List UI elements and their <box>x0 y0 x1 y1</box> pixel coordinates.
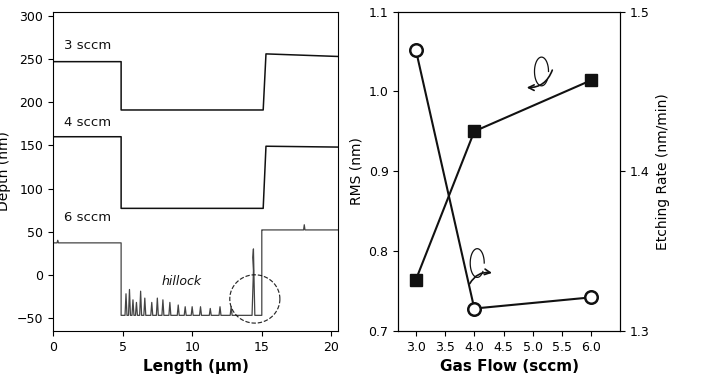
Y-axis label: Etching Rate (nm/min): Etching Rate (nm/min) <box>656 93 670 250</box>
X-axis label: Gas Flow (sccm): Gas Flow (sccm) <box>440 359 579 374</box>
Text: 6 sccm: 6 sccm <box>64 211 111 224</box>
Text: 4 sccm: 4 sccm <box>64 116 111 129</box>
X-axis label: Length (μm): Length (μm) <box>142 359 249 374</box>
Y-axis label: RMS (nm): RMS (nm) <box>349 137 363 205</box>
Y-axis label: Depth (nm): Depth (nm) <box>0 131 11 211</box>
Text: 3 sccm: 3 sccm <box>64 39 111 52</box>
Text: hillock: hillock <box>161 275 202 288</box>
